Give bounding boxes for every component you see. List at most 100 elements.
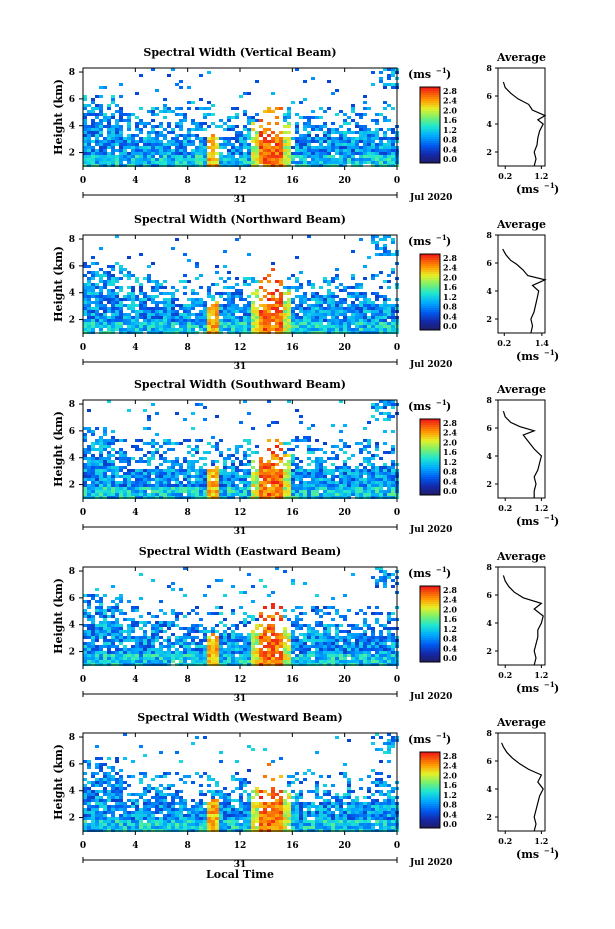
- colorbar-step: [420, 316, 440, 319]
- colorbar-step: [420, 824, 440, 827]
- colorbar-step: [420, 111, 440, 114]
- colorbar-step: [420, 802, 440, 805]
- y-tick-label: 4: [69, 454, 75, 464]
- colorbar-step: [420, 276, 440, 279]
- colorbar-step: [420, 754, 440, 757]
- profile-y-tick-label: 4: [486, 618, 492, 628]
- profile-y-tick-label: 8: [486, 728, 492, 738]
- colorbar-unit: (ms: [408, 400, 431, 413]
- colorbar-tick-label: 2.8: [443, 86, 457, 96]
- colorbar-step: [420, 427, 440, 430]
- profile-line: [502, 81, 547, 167]
- colorbar-step: [420, 596, 440, 599]
- colorbar-step: [420, 650, 440, 653]
- colorbar-step: [420, 99, 440, 102]
- y-tick-label: 2: [69, 814, 75, 824]
- y-tick-label: 2: [69, 149, 75, 159]
- colorbar-unit-paren: ): [446, 567, 451, 580]
- colorbar-step: [420, 612, 440, 615]
- profile-x-tick-label: 0.2: [497, 338, 511, 348]
- colorbar-step: [420, 324, 440, 327]
- x-tick-label: 0: [394, 343, 400, 353]
- profile-x-tick-label: 1.2: [534, 171, 548, 181]
- colorbar-step: [420, 756, 440, 759]
- x-tick-label: 0: [394, 675, 400, 685]
- colorbar-step: [420, 91, 440, 94]
- colorbar-step: [420, 618, 440, 621]
- colorbar-step: [420, 326, 440, 329]
- colorbar-step: [420, 620, 440, 623]
- colorbar-tick-label: 2.8: [443, 585, 457, 595]
- colorbar-step: [420, 445, 440, 448]
- profile-y-tick-label: 8: [486, 63, 492, 73]
- colorbar-tick-label: 0.8: [443, 135, 457, 145]
- colorbar-step: [420, 804, 440, 807]
- colorbar-step: [420, 457, 440, 460]
- x-tick-label: 8: [185, 508, 191, 518]
- colorbar-step: [420, 469, 440, 472]
- colorbar-step: [420, 792, 440, 795]
- profile-unit-exp: −1: [544, 348, 555, 357]
- profile-y-tick-label: 6: [486, 91, 492, 101]
- x-tick-label: 0: [394, 841, 400, 851]
- colorbar-step: [420, 157, 440, 160]
- x-tick-label: 8: [185, 176, 191, 186]
- profile-unit: (ms: [516, 350, 539, 363]
- profile-x-tick-label: 1.2: [534, 503, 548, 513]
- profile-y-tick-label: 4: [486, 286, 492, 296]
- colorbar-unit-exp: −1: [436, 398, 447, 407]
- colorbar-step: [420, 89, 440, 92]
- y-tick-label: 4: [69, 787, 75, 797]
- x-tick-label: 0: [80, 343, 86, 353]
- colorbar-step: [420, 648, 440, 651]
- colorbar-step: [420, 483, 440, 486]
- y-tick-label: 2: [69, 481, 75, 491]
- colorbar-step: [420, 141, 440, 144]
- x-tick-label: 0: [80, 508, 86, 518]
- colorbar-step: [420, 788, 440, 791]
- colorbar-step: [420, 780, 440, 783]
- colorbar-step: [420, 471, 440, 474]
- colorbar-step: [420, 147, 440, 150]
- colorbar-unit-exp: −1: [436, 66, 447, 75]
- x-tick-label: 0: [394, 508, 400, 518]
- colorbar-step: [420, 816, 440, 819]
- colorbar-step: [420, 310, 440, 313]
- colorbar-step: [420, 604, 440, 607]
- profile-y-tick-label: 6: [486, 756, 492, 766]
- colorbar-step: [420, 449, 440, 452]
- colorbar-step: [420, 487, 440, 490]
- profile-frame: [497, 234, 546, 334]
- colorbar-step: [420, 270, 440, 273]
- colorbar-tick-label: 0.4: [443, 311, 457, 321]
- colorbar-step: [420, 640, 440, 643]
- date-month-year: Jul 2020: [409, 692, 452, 702]
- x-tick-label: 12: [234, 343, 247, 353]
- colorbar-step: [420, 278, 440, 281]
- y-tick-label: 6: [69, 262, 75, 272]
- y-tick-label: 8: [69, 733, 75, 743]
- panel-title: Spectral Width (Southward Beam): [134, 378, 346, 391]
- y-tick-label: 8: [69, 400, 75, 410]
- profile-panel: Average 2 4 6 8 0.2 1.2 (ms −1): [486, 550, 559, 695]
- colorbar-unit: (ms: [408, 235, 431, 248]
- colorbar-tick-label: 2.0: [443, 437, 457, 447]
- colorbar-step: [420, 592, 440, 595]
- x-tick-label: 12: [234, 508, 247, 518]
- heatmap-cells: [83, 400, 399, 499]
- colorbar-step: [420, 153, 440, 156]
- colorbar-step: [420, 443, 440, 446]
- colorbar-step: [420, 465, 440, 468]
- colorbar-step: [420, 790, 440, 793]
- date-month-year: Jul 2020: [409, 360, 452, 370]
- colorbar-step: [420, 656, 440, 659]
- colorbar-step: [420, 296, 440, 299]
- colorbar-step: [420, 610, 440, 613]
- heatmap-cells: [83, 235, 399, 334]
- profile-y-tick-label: 2: [486, 646, 492, 656]
- colorbar-step: [420, 312, 440, 315]
- panel-title: Spectral Width (Northward Beam): [134, 213, 346, 226]
- x-tick-label: 16: [286, 675, 299, 685]
- x-tick-label: 4: [132, 675, 138, 685]
- colorbar-step: [420, 302, 440, 305]
